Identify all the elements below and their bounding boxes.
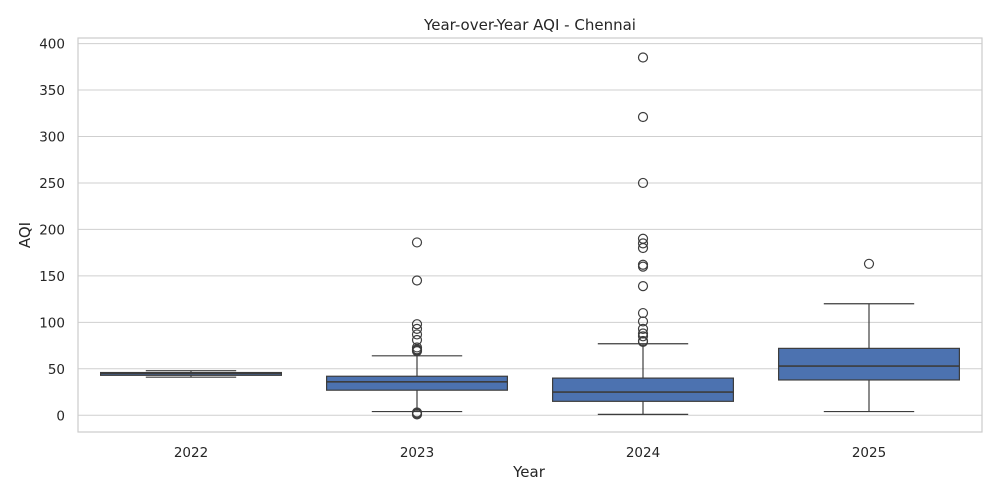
iqr-box [551, 377, 734, 402]
y-tick-label: 350 [39, 83, 65, 99]
iqr-box [326, 375, 509, 391]
x-tick-labels: 2022 2023 2024 2025 [174, 445, 886, 461]
y-axis-title: AQI [16, 222, 34, 248]
outlier-point [637, 238, 649, 249]
outlier-point [863, 258, 875, 269]
x-tick-label: 2023 [400, 445, 434, 461]
outlier-point [637, 316, 649, 327]
plot-frame [77, 37, 983, 433]
chart-title: Year-over-Year AQI - Chennai [423, 16, 636, 34]
outlier-point [411, 319, 423, 330]
x-tick-label: 2025 [852, 445, 886, 461]
x-tick-label: 2022 [174, 445, 208, 461]
x-axis-title: Year [512, 463, 546, 481]
outlier-point [637, 331, 649, 342]
y-tick-label: 50 [48, 362, 65, 378]
iqr-box [777, 347, 960, 381]
grid-layer [78, 43, 982, 416]
box-group-2024 [551, 52, 734, 415]
y-tick-label: 100 [39, 315, 65, 331]
outlier-point [637, 307, 649, 319]
y-tick-label: 400 [39, 37, 65, 53]
outlier-point [637, 323, 649, 334]
outlier-point [411, 323, 423, 334]
x-tick-label: 2024 [626, 445, 660, 461]
box-group-2023 [326, 237, 509, 420]
outlier-point [637, 52, 649, 63]
outlier-point [637, 328, 649, 339]
outlier-point [411, 329, 423, 340]
outlier-point [637, 242, 649, 254]
box-group-2022 [99, 370, 283, 378]
y-tick-label: 0 [56, 408, 65, 424]
y-tick-label: 250 [39, 176, 65, 192]
box-group-2025 [777, 258, 960, 413]
outlier-point [637, 111, 649, 123]
outlier-point [411, 346, 423, 357]
outlier-point [411, 275, 423, 286]
y-tick-label: 150 [39, 269, 65, 285]
outlier-point [411, 237, 423, 248]
outlier-point [411, 409, 423, 420]
box-layer [99, 52, 960, 420]
outlier-point [637, 336, 649, 347]
y-tick-label: 200 [39, 222, 65, 238]
outlier-point [637, 281, 649, 292]
y-tick-labels: 0 50 100 150 200 250 300 350 400 [39, 37, 65, 425]
y-tick-label: 300 [39, 130, 65, 146]
outlier-point [637, 177, 649, 189]
outlier-point [637, 261, 649, 272]
